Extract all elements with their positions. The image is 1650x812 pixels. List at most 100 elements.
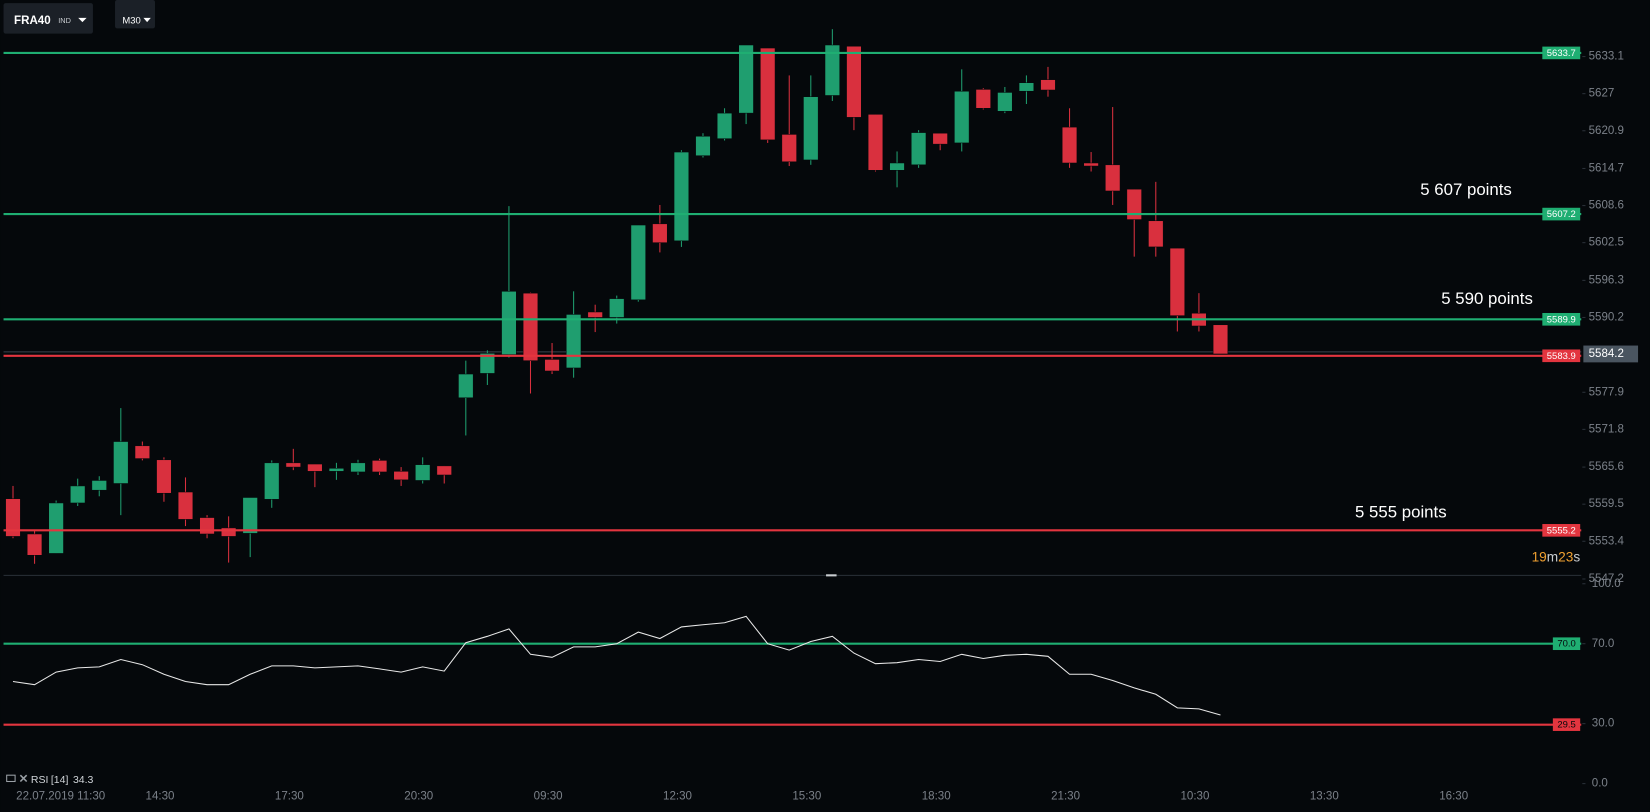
candle-body [220, 527, 237, 537]
x-tick-label: 15:30 [792, 790, 821, 802]
countdown-part: 19 [1532, 549, 1547, 564]
indicator-legend: RSI [14] 34.3 [6, 774, 94, 786]
rsi-tick-label: 30.0 [1592, 718, 1614, 730]
candle-body [199, 517, 215, 535]
candle-body [954, 90, 970, 144]
resize-handle[interactable] [826, 574, 837, 577]
y-tick-label: 5571.8 [1589, 423, 1624, 435]
candle-body [1018, 82, 1035, 92]
symbol-type: IND [58, 16, 71, 25]
candle-body [479, 353, 495, 374]
candle-body [328, 468, 345, 472]
candle-body [242, 497, 258, 534]
y-tick-label: 5614.7 [1589, 163, 1624, 175]
candle-body [565, 314, 582, 369]
timeframe-selector[interactable]: M30 [115, 0, 155, 29]
x-tick-label: 22.07.2019 11:30 [16, 790, 105, 802]
candle-body [932, 132, 948, 145]
y-tick-label: 5596.3 [1589, 274, 1624, 286]
candle-body [134, 445, 150, 459]
countdown-part: s [1573, 549, 1580, 564]
settings-icon[interactable] [6, 774, 16, 783]
y-tick-label: 5633.1 [1589, 51, 1624, 63]
candle-body [587, 311, 603, 318]
level-label: 5555.2 [1547, 525, 1576, 536]
countdown-part: 23 [1558, 549, 1573, 564]
y-tick-label: 5547.2 [1589, 573, 1624, 585]
x-tick-label: 20:30 [404, 790, 433, 802]
candle-body [1061, 126, 1078, 164]
rsi-name: RSI [31, 774, 49, 786]
level-label: 5583.9 [1547, 351, 1576, 362]
x-tick-label: 14:30 [146, 790, 175, 802]
candle-body [738, 44, 754, 114]
candle-body [26, 533, 43, 556]
candle-body [307, 463, 323, 472]
y-tick-label: 5577.9 [1589, 386, 1624, 398]
annotation: 5 590 points [1441, 289, 1533, 308]
x-tick-label: 13:30 [1310, 790, 1339, 802]
candle-body [1040, 79, 1056, 91]
y-tick-label: 5602.5 [1589, 237, 1624, 249]
x-tick-label: 18:30 [922, 790, 951, 802]
candle-body [544, 359, 560, 372]
candle-body [781, 134, 797, 163]
level-label-box [1542, 46, 1581, 60]
dropdown-arrow [78, 17, 87, 23]
candle-body [1148, 220, 1164, 248]
candle-body [436, 465, 452, 476]
candle-body [264, 462, 280, 500]
timeframe: M30 [122, 16, 140, 27]
symbol-selector[interactable]: FRA40 IND [3, 3, 93, 34]
candle-body [695, 135, 711, 156]
candle-body [910, 132, 927, 166]
candle-body [630, 224, 646, 301]
countdown: 19m23s [1532, 549, 1581, 564]
rsi-value: 34.3 [73, 774, 94, 786]
y-tick-label: 5590.2 [1589, 312, 1624, 324]
x-tick-label: 12:30 [663, 790, 692, 802]
rsi-period: [14] [51, 774, 69, 786]
candle-body [867, 114, 884, 171]
candle-body [501, 291, 517, 355]
rsi-line [12, 615, 1221, 716]
rsi-level-label: 29.5 [1557, 720, 1575, 731]
level-label-box [1542, 349, 1581, 363]
y-tick-label: 5565.6 [1589, 461, 1624, 473]
candle-body [824, 44, 840, 96]
candle-body [48, 502, 64, 554]
candle-body [975, 89, 991, 109]
candle-body [760, 47, 776, 141]
close-icon[interactable] [19, 774, 28, 783]
candle-body [177, 491, 194, 520]
y-tick-label: 5627 [1589, 88, 1615, 100]
timeframe-button[interactable] [115, 0, 155, 29]
candle-body [716, 112, 733, 139]
level-label: 5607.2 [1547, 209, 1576, 220]
rsi-level-box [1552, 637, 1581, 651]
symbol: FRA40 [14, 15, 51, 27]
countdown-part: m [1547, 549, 1558, 564]
candle-body [285, 462, 301, 468]
candle-body [415, 464, 431, 481]
candle-body [1083, 162, 1099, 167]
candle-body [70, 485, 86, 504]
x-tick-label: 17:30 [275, 790, 304, 802]
candle-body [846, 45, 862, 118]
x-tick-label: 16:30 [1439, 790, 1468, 802]
candle-body [522, 292, 539, 361]
candle-body [803, 96, 819, 161]
level-label: 5633.7 [1547, 48, 1576, 59]
candle-body [113, 441, 129, 484]
y-tick-label: 5608.6 [1589, 200, 1624, 212]
rsi-tick-label: 0.0 [1592, 778, 1608, 790]
candle-body [5, 498, 21, 537]
candle-body [1169, 247, 1185, 316]
candle-body [156, 459, 172, 494]
y-tick-label: 5553.4 [1589, 535, 1625, 547]
current-price-box [1583, 345, 1639, 363]
symbol-button[interactable] [3, 3, 93, 34]
